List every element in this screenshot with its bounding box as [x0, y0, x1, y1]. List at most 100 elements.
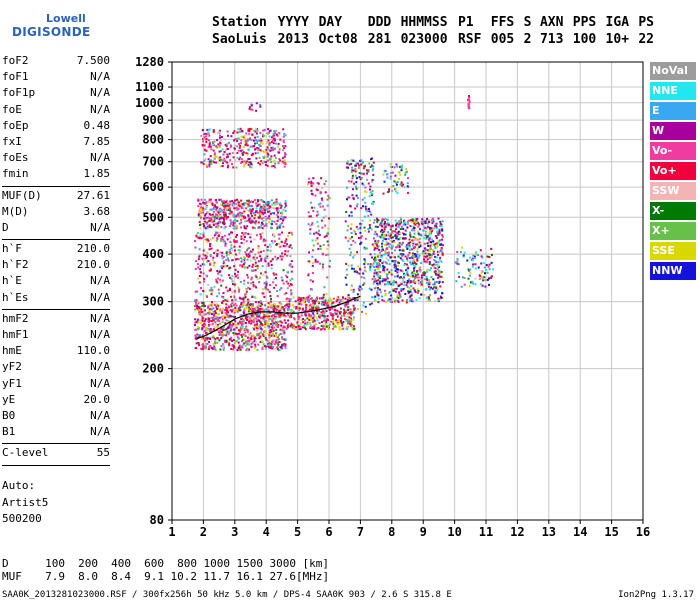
echo-point	[217, 226, 219, 229]
echo-point	[223, 157, 226, 160]
echo-point	[456, 258, 459, 261]
echo-point	[354, 207, 357, 210]
echo-point	[196, 307, 198, 310]
echo-point	[209, 338, 212, 340]
echo-point	[252, 281, 255, 284]
echo-point	[204, 254, 207, 257]
echo-point	[484, 272, 486, 275]
echo-point	[221, 236, 224, 239]
echo-point	[423, 242, 426, 245]
echo-point	[351, 194, 354, 197]
echo-point	[251, 133, 254, 136]
echo-point	[241, 153, 244, 156]
echo-point	[271, 326, 273, 329]
echo-point	[260, 340, 263, 343]
echo-point	[203, 347, 206, 350]
echo-point	[218, 150, 221, 153]
echo-point	[385, 257, 388, 260]
echo-point	[430, 219, 433, 222]
echo-point	[327, 253, 330, 256]
echo-point	[286, 324, 289, 327]
echo-point	[298, 309, 301, 312]
echo-point	[409, 241, 412, 244]
echo-point	[212, 256, 215, 259]
echo-point	[265, 338, 268, 341]
echo-point	[246, 199, 249, 202]
lowell-digisonde-logo: Lowell DIGISONDE	[6, 6, 106, 40]
echo-point	[268, 331, 271, 334]
echo-point	[361, 198, 364, 201]
echo-point	[202, 232, 205, 235]
echo-point	[382, 264, 384, 267]
echo-point	[202, 249, 205, 252]
echo-point	[409, 299, 412, 302]
echo-point	[392, 288, 394, 291]
echo-point	[284, 153, 287, 156]
echo-point	[220, 239, 222, 242]
echo-point	[210, 148, 213, 151]
echo-point	[232, 227, 235, 230]
echo-point	[238, 205, 241, 208]
echo-point	[278, 226, 281, 229]
echo-point	[384, 251, 387, 254]
echo-point	[260, 198, 263, 201]
echo-point	[379, 236, 382, 239]
echo-point	[262, 207, 265, 210]
echo-point	[218, 221, 221, 223]
echo-point	[214, 213, 217, 216]
echo-point	[221, 251, 224, 254]
echo-point	[474, 283, 477, 286]
echo-point	[202, 223, 205, 225]
echo-point	[261, 142, 264, 145]
echo-point	[217, 131, 220, 133]
echo-point	[374, 256, 376, 259]
echo-point	[269, 311, 272, 314]
echo-point	[472, 254, 475, 257]
echo-point	[395, 190, 398, 193]
param-name: C-level	[2, 446, 49, 460]
echo-point	[256, 334, 259, 337]
echo-point	[271, 340, 273, 343]
echo-point	[372, 168, 375, 171]
echo-point	[341, 324, 344, 327]
echo-point	[220, 284, 223, 287]
echo-point	[377, 294, 380, 297]
echo-point	[253, 340, 256, 343]
echo-point	[345, 268, 348, 271]
echo-point	[253, 307, 256, 310]
echo-point	[240, 161, 243, 164]
echo-point	[329, 307, 331, 310]
echo-point	[427, 300, 430, 303]
echo-point	[267, 315, 270, 318]
echo-point	[229, 295, 232, 298]
echo-point	[352, 229, 355, 232]
echo-point	[336, 315, 339, 318]
echo-point	[275, 313, 277, 316]
echo-point	[342, 327, 345, 330]
echo-point	[428, 297, 430, 300]
echo-point	[428, 226, 431, 229]
echo-point	[365, 208, 368, 211]
echo-point	[383, 271, 386, 274]
echo-point	[232, 224, 235, 227]
echo-point	[371, 278, 374, 281]
echo-point	[238, 309, 241, 312]
echo-point	[336, 298, 339, 301]
echo-point	[334, 320, 337, 323]
param-separator	[2, 185, 110, 187]
station-header: Station YYYY DAY DDD HHMMSS P1 FFS S AXN PPS IGA PS…	[212, 14, 663, 48]
echo-point	[370, 158, 373, 161]
echo-point	[203, 344, 206, 347]
echo-point	[325, 306, 328, 308]
echo-point	[213, 157, 216, 160]
echo-point	[198, 275, 201, 277]
echo-point	[257, 247, 260, 250]
echo-point	[208, 346, 211, 349]
echo-point	[402, 249, 405, 252]
echo-point	[409, 249, 411, 251]
x-tick-label: 15	[604, 525, 618, 539]
echo-point	[210, 301, 213, 303]
echo-point	[350, 211, 353, 214]
echo-point	[272, 308, 275, 311]
